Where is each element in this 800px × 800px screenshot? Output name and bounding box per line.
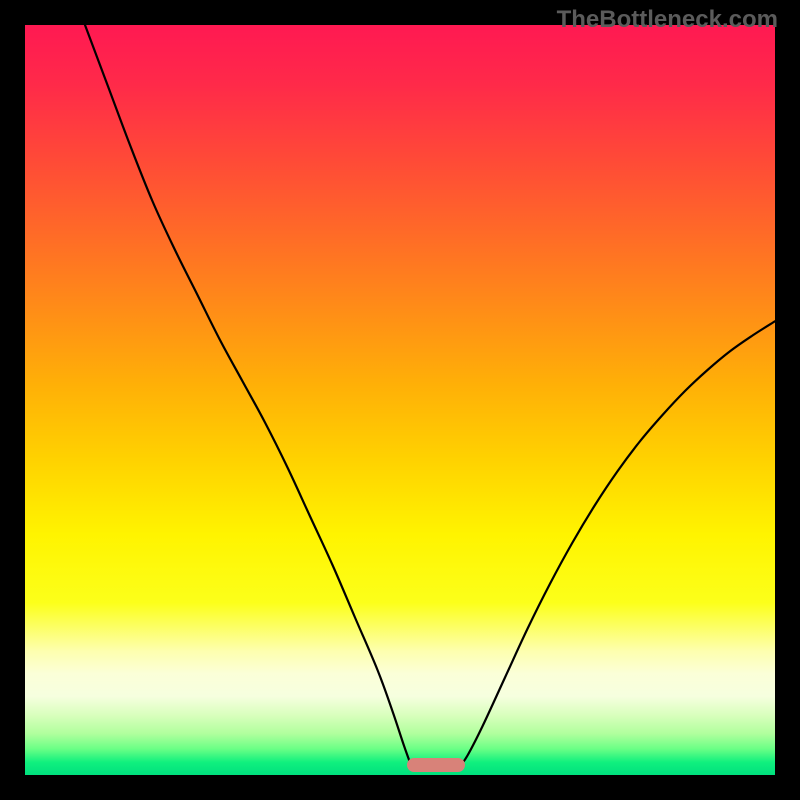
watermark-text: TheBottleneck.com (557, 6, 778, 34)
optimum-marker (407, 758, 465, 772)
plot-area (25, 25, 775, 775)
curve-path (85, 25, 775, 766)
chart-container: TheBottleneck.com (0, 0, 800, 800)
bottleneck-curve (25, 25, 775, 775)
